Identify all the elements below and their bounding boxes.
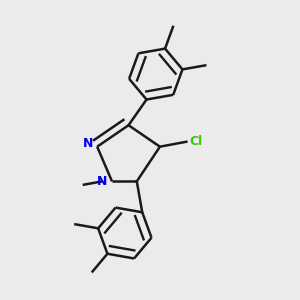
Text: Cl: Cl <box>189 135 202 148</box>
Text: N: N <box>83 137 93 150</box>
Text: N: N <box>97 175 107 188</box>
